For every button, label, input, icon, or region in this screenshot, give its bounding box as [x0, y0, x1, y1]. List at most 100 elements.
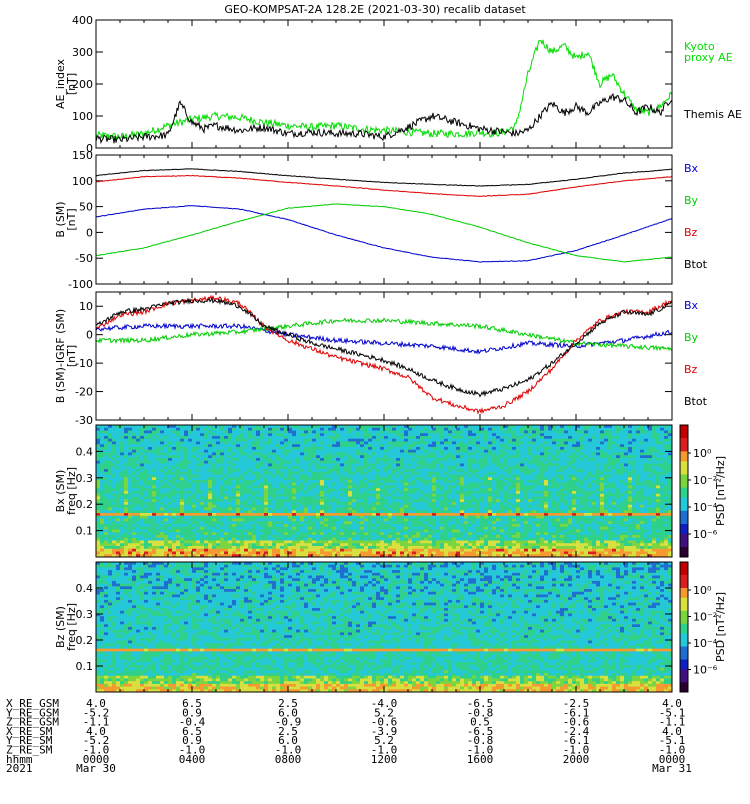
spec_bx-cell: [428, 502, 432, 505]
spec_bx-cell: [260, 461, 264, 464]
spec_bx-cell: [572, 488, 576, 491]
spec_bx-cell: [420, 464, 424, 467]
spec_bx-cell: [160, 494, 164, 497]
spec_bx-cell: [344, 483, 348, 486]
spec_bx-cell: [296, 488, 300, 491]
spec_bx-cell: [228, 488, 232, 491]
spec_bx-cell: [632, 466, 636, 469]
spec_bx-cell: [444, 505, 448, 508]
spec_bx-cell: [240, 494, 244, 497]
spec_bx-cell: [424, 483, 428, 486]
spec_bx-cell: [312, 444, 316, 447]
spec_bx-cell: [168, 444, 172, 447]
spec_bx-cell: [252, 480, 256, 483]
spec_bx-cell: [508, 466, 512, 469]
spec_bx-cell: [520, 433, 524, 436]
spec_bx-cell: [460, 466, 464, 469]
spec_bx-cell: [392, 469, 396, 472]
spec_bx-cell: [544, 428, 548, 431]
spec_bx-cell: [312, 439, 316, 442]
spec_bx-cell: [636, 455, 640, 458]
spec_bx-cell: [252, 431, 256, 434]
spec_bx-cell: [180, 480, 184, 483]
spec_bx-cell: [400, 472, 404, 475]
spec_bx-cell: [120, 488, 124, 491]
spec_bx-cell: [372, 461, 376, 464]
spec_bx-cell: [156, 488, 160, 491]
spec_bx-cell: [272, 447, 276, 450]
spec_bx-cell: [632, 497, 636, 500]
spec_bx-cell: [132, 444, 136, 447]
spec_bx-cell: [344, 447, 348, 450]
spec_bx-cell: [552, 499, 556, 502]
spec_bx-cell: [392, 447, 396, 450]
spec_bx-cell: [620, 444, 624, 447]
spec_bx-cell: [652, 502, 656, 505]
spec_bx-cell: [536, 450, 540, 453]
spec_bx-cell: [432, 466, 436, 469]
spec_bx-cell: [388, 469, 392, 472]
spec_bx-cell: [380, 475, 384, 478]
spec_bx-cell: [164, 458, 168, 461]
spec_bx-cell: [164, 450, 168, 453]
spec_bx-cell: [204, 502, 208, 505]
spec_bx-cell: [564, 455, 568, 458]
spec_bx-cell: [400, 494, 404, 497]
spec_bx-cell: [228, 450, 232, 453]
spec_bx-cell: [192, 464, 196, 467]
spec_bx-cell: [572, 499, 576, 502]
spec_bx-cell: [132, 483, 136, 486]
spec_bx-cell: [416, 475, 420, 478]
spec_bx-cell: [224, 455, 228, 458]
spec_bx-cell: [276, 510, 280, 513]
spec_bx-cell: [492, 477, 496, 480]
spec_bx-cell: [148, 488, 152, 491]
spec_bx-cell: [596, 453, 600, 456]
spec_bx-cell: [348, 499, 352, 502]
spec_bx-cell: [296, 486, 300, 489]
spec_bx-cell: [456, 428, 460, 431]
spec_bx-cell: [120, 433, 124, 436]
spec_bx-cell: [484, 461, 488, 464]
spec_bx-cell: [152, 450, 156, 453]
spec_bx-cell: [584, 497, 588, 500]
spec_bx-cell: [340, 480, 344, 483]
spec_bx-cell: [292, 469, 296, 472]
spec_bx-cell: [452, 472, 456, 475]
spec_bx-cell: [556, 510, 560, 513]
spec_bx-cell: [552, 469, 556, 472]
spec_bx-cell: [164, 483, 168, 486]
spec_bx-cell: [188, 466, 192, 469]
spec_bx-cell: [504, 505, 508, 508]
spec_bx-cell: [536, 461, 540, 464]
spec_bx-cell: [580, 458, 584, 461]
spec_bx-cell: [536, 466, 540, 469]
spec_bx-cell: [264, 494, 268, 497]
spec_bx-cell: [480, 499, 484, 502]
spec_bx-cell: [600, 450, 604, 453]
spec_bx-cell: [224, 464, 228, 467]
spec_bx-cell: [652, 497, 656, 500]
spec_bx-cell: [164, 431, 168, 434]
spec_bx-cell: [660, 480, 664, 483]
spec_bx-cell: [352, 477, 356, 480]
spec_bx-cell: [528, 436, 532, 439]
spec_bx-cell: [224, 469, 228, 472]
spec_bx-cell: [200, 455, 204, 458]
panel-spec_bx: 0.10.20.30.4Bx (SM)freq [Hz]10⁰10⁻²10⁻⁴1…: [54, 425, 727, 558]
spec_bx-cell: [664, 433, 668, 436]
spec_bx-cell: [456, 447, 460, 450]
spec_bx-cell: [564, 477, 568, 480]
spec_bx-cell: [116, 499, 120, 502]
spec_bx-cell: [496, 494, 500, 497]
spec_bx-cell: [608, 499, 612, 502]
spec_bx-cell: [496, 450, 500, 453]
spec_bx-cell: [140, 494, 144, 497]
spec_bx-cell: [492, 461, 496, 464]
spec_bx-cell: [232, 472, 236, 475]
spec_bx-cell: [628, 510, 632, 513]
spec_bx-cell: [448, 439, 452, 442]
spec_bx-cell: [112, 442, 116, 445]
spec_bx-cell: [188, 461, 192, 464]
spec_bx-cell: [404, 510, 408, 513]
